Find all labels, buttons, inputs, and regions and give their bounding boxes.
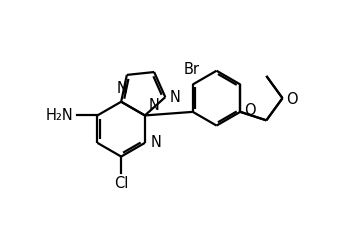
Text: N: N (170, 90, 181, 105)
Text: Cl: Cl (114, 176, 128, 191)
Text: Br: Br (184, 62, 200, 77)
Text: O: O (286, 92, 298, 107)
Text: H₂N: H₂N (46, 108, 74, 123)
Text: O: O (244, 103, 256, 118)
Text: N: N (117, 81, 128, 96)
Text: N: N (149, 98, 159, 112)
Text: N: N (151, 135, 162, 150)
